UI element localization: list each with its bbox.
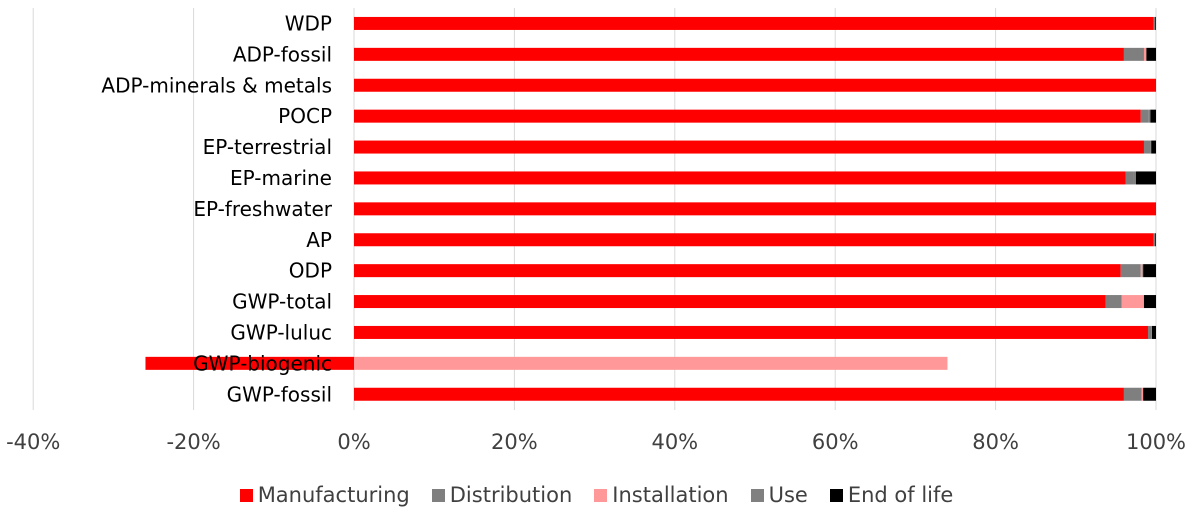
stacked-bar-chart: WDP ADP-fossil ADP-minerals & metals POCP EP… — [6, 8, 1186, 454]
legend-label: End of life — [847, 483, 954, 507]
bar-segment-distribution — [1123, 387, 1142, 401]
bar-segment-manufacturing — [354, 171, 1126, 185]
category-label: GWP-total — [232, 290, 332, 314]
x-tick-label: 40% — [651, 430, 698, 454]
legend-item: Installation — [594, 483, 729, 507]
bar-segment-use — [1150, 140, 1152, 154]
bar-segment-end-of-life — [1135, 171, 1156, 185]
bar-segment-installation — [1141, 387, 1144, 401]
bar-segment-end-of-life — [1143, 295, 1156, 309]
bar-segment-manufacturing — [354, 109, 1141, 123]
legend-item: Use — [750, 483, 808, 507]
legend-swatch — [431, 488, 445, 502]
bar-segment-end-of-life — [1150, 109, 1156, 123]
legend-item: Distribution — [431, 483, 573, 507]
x-tick-label: 80% — [972, 430, 1019, 454]
bar-segment-end-of-life — [1151, 140, 1156, 154]
category-label: EP-freshwater — [193, 197, 332, 221]
category-label: GWP-fossil — [227, 382, 332, 406]
bar-segment-end-of-life — [1155, 233, 1156, 247]
category-label: GWP-luluc — [230, 320, 332, 344]
category-label: EP-marine — [230, 166, 332, 190]
bar-segment-distribution — [1125, 171, 1134, 185]
bar-segment-manufacturing — [354, 202, 1156, 216]
bar-segment-distribution — [1140, 109, 1149, 123]
bar-segment-distribution — [1143, 140, 1151, 154]
bar-segment-distribution — [1120, 264, 1141, 278]
bar-segment-end-of-life — [1143, 387, 1156, 401]
bar-segment-distribution — [1153, 233, 1156, 247]
category-label: ODP — [289, 259, 332, 283]
bar-segment-manufacturing — [354, 78, 1156, 92]
x-tick-label: 0% — [337, 430, 370, 454]
legend-swatch — [594, 488, 608, 502]
bar-segment-installation — [1143, 47, 1147, 61]
bar-segment-manufacturing — [354, 295, 1106, 309]
bar-segment-end-of-life — [1151, 325, 1156, 339]
legend-swatch — [239, 488, 253, 502]
legend-swatch — [750, 488, 764, 502]
bar-segment-distribution — [1153, 16, 1156, 30]
bar-segment-installation — [1140, 264, 1143, 278]
x-tick-label: -20% — [166, 430, 220, 454]
category-labels: WDP ADP-fossil ADP-minerals & metals POCP EP… — [101, 11, 332, 406]
category-label: WDP — [285, 11, 332, 35]
x-tick-label: 60% — [812, 430, 859, 454]
bar-segment-use — [1151, 325, 1152, 339]
bar-segment-manufacturing — [354, 264, 1121, 278]
legend-swatch — [829, 488, 843, 502]
bar-segment-manufacturing — [354, 16, 1154, 30]
bar-segment-distribution — [1105, 295, 1122, 309]
x-tick-label: 100% — [1126, 430, 1186, 454]
bar-segment-distribution — [1147, 325, 1152, 339]
bar-segment-use — [1148, 109, 1151, 123]
bar-segment-end-of-life — [1146, 47, 1156, 61]
category-label: EP-terrestrial — [203, 135, 332, 159]
legend-item: End of life — [829, 483, 954, 507]
legend-label: Use — [768, 483, 808, 507]
bar-segment-manufacturing — [354, 325, 1148, 339]
bar-segment-manufacturing — [354, 140, 1144, 154]
bar-segment-manufacturing — [354, 47, 1124, 61]
bar-segment-installation — [1121, 295, 1144, 309]
legend-item: Manufacturing — [239, 483, 410, 507]
bar-segment-use — [1133, 171, 1136, 185]
legend-label: Installation — [612, 483, 729, 507]
legend: Manufacturing Distribution Installation Use… — [0, 478, 1193, 512]
bar-segment-manufacturing — [354, 233, 1154, 247]
x-tick-labels: -40% -20% 0% 20% 40% 60% 80% 100% — [6, 430, 1186, 454]
bar-segment-end-of-life — [1155, 16, 1156, 30]
legend-label: Distribution — [449, 483, 573, 507]
bar-segment-manufacturing — [145, 356, 354, 370]
category-label: POCP — [278, 104, 332, 128]
category-label: AP — [306, 228, 332, 252]
x-tick-label: -40% — [6, 430, 60, 454]
x-tick-label: 20% — [491, 430, 538, 454]
legend-label: Manufacturing — [257, 483, 410, 507]
bar-segment-manufacturing — [354, 387, 1124, 401]
category-label: ADP-fossil — [233, 42, 332, 66]
bar-segment-end-of-life — [1143, 264, 1156, 278]
bar-segment-use — [1142, 264, 1144, 278]
bars — [145, 16, 1156, 401]
bar-segment-distribution — [1123, 47, 1144, 61]
bar-segment-installation — [354, 356, 948, 370]
category-label: ADP-minerals & metals — [101, 73, 332, 97]
category-label: GWP-biogenic — [193, 351, 332, 375]
